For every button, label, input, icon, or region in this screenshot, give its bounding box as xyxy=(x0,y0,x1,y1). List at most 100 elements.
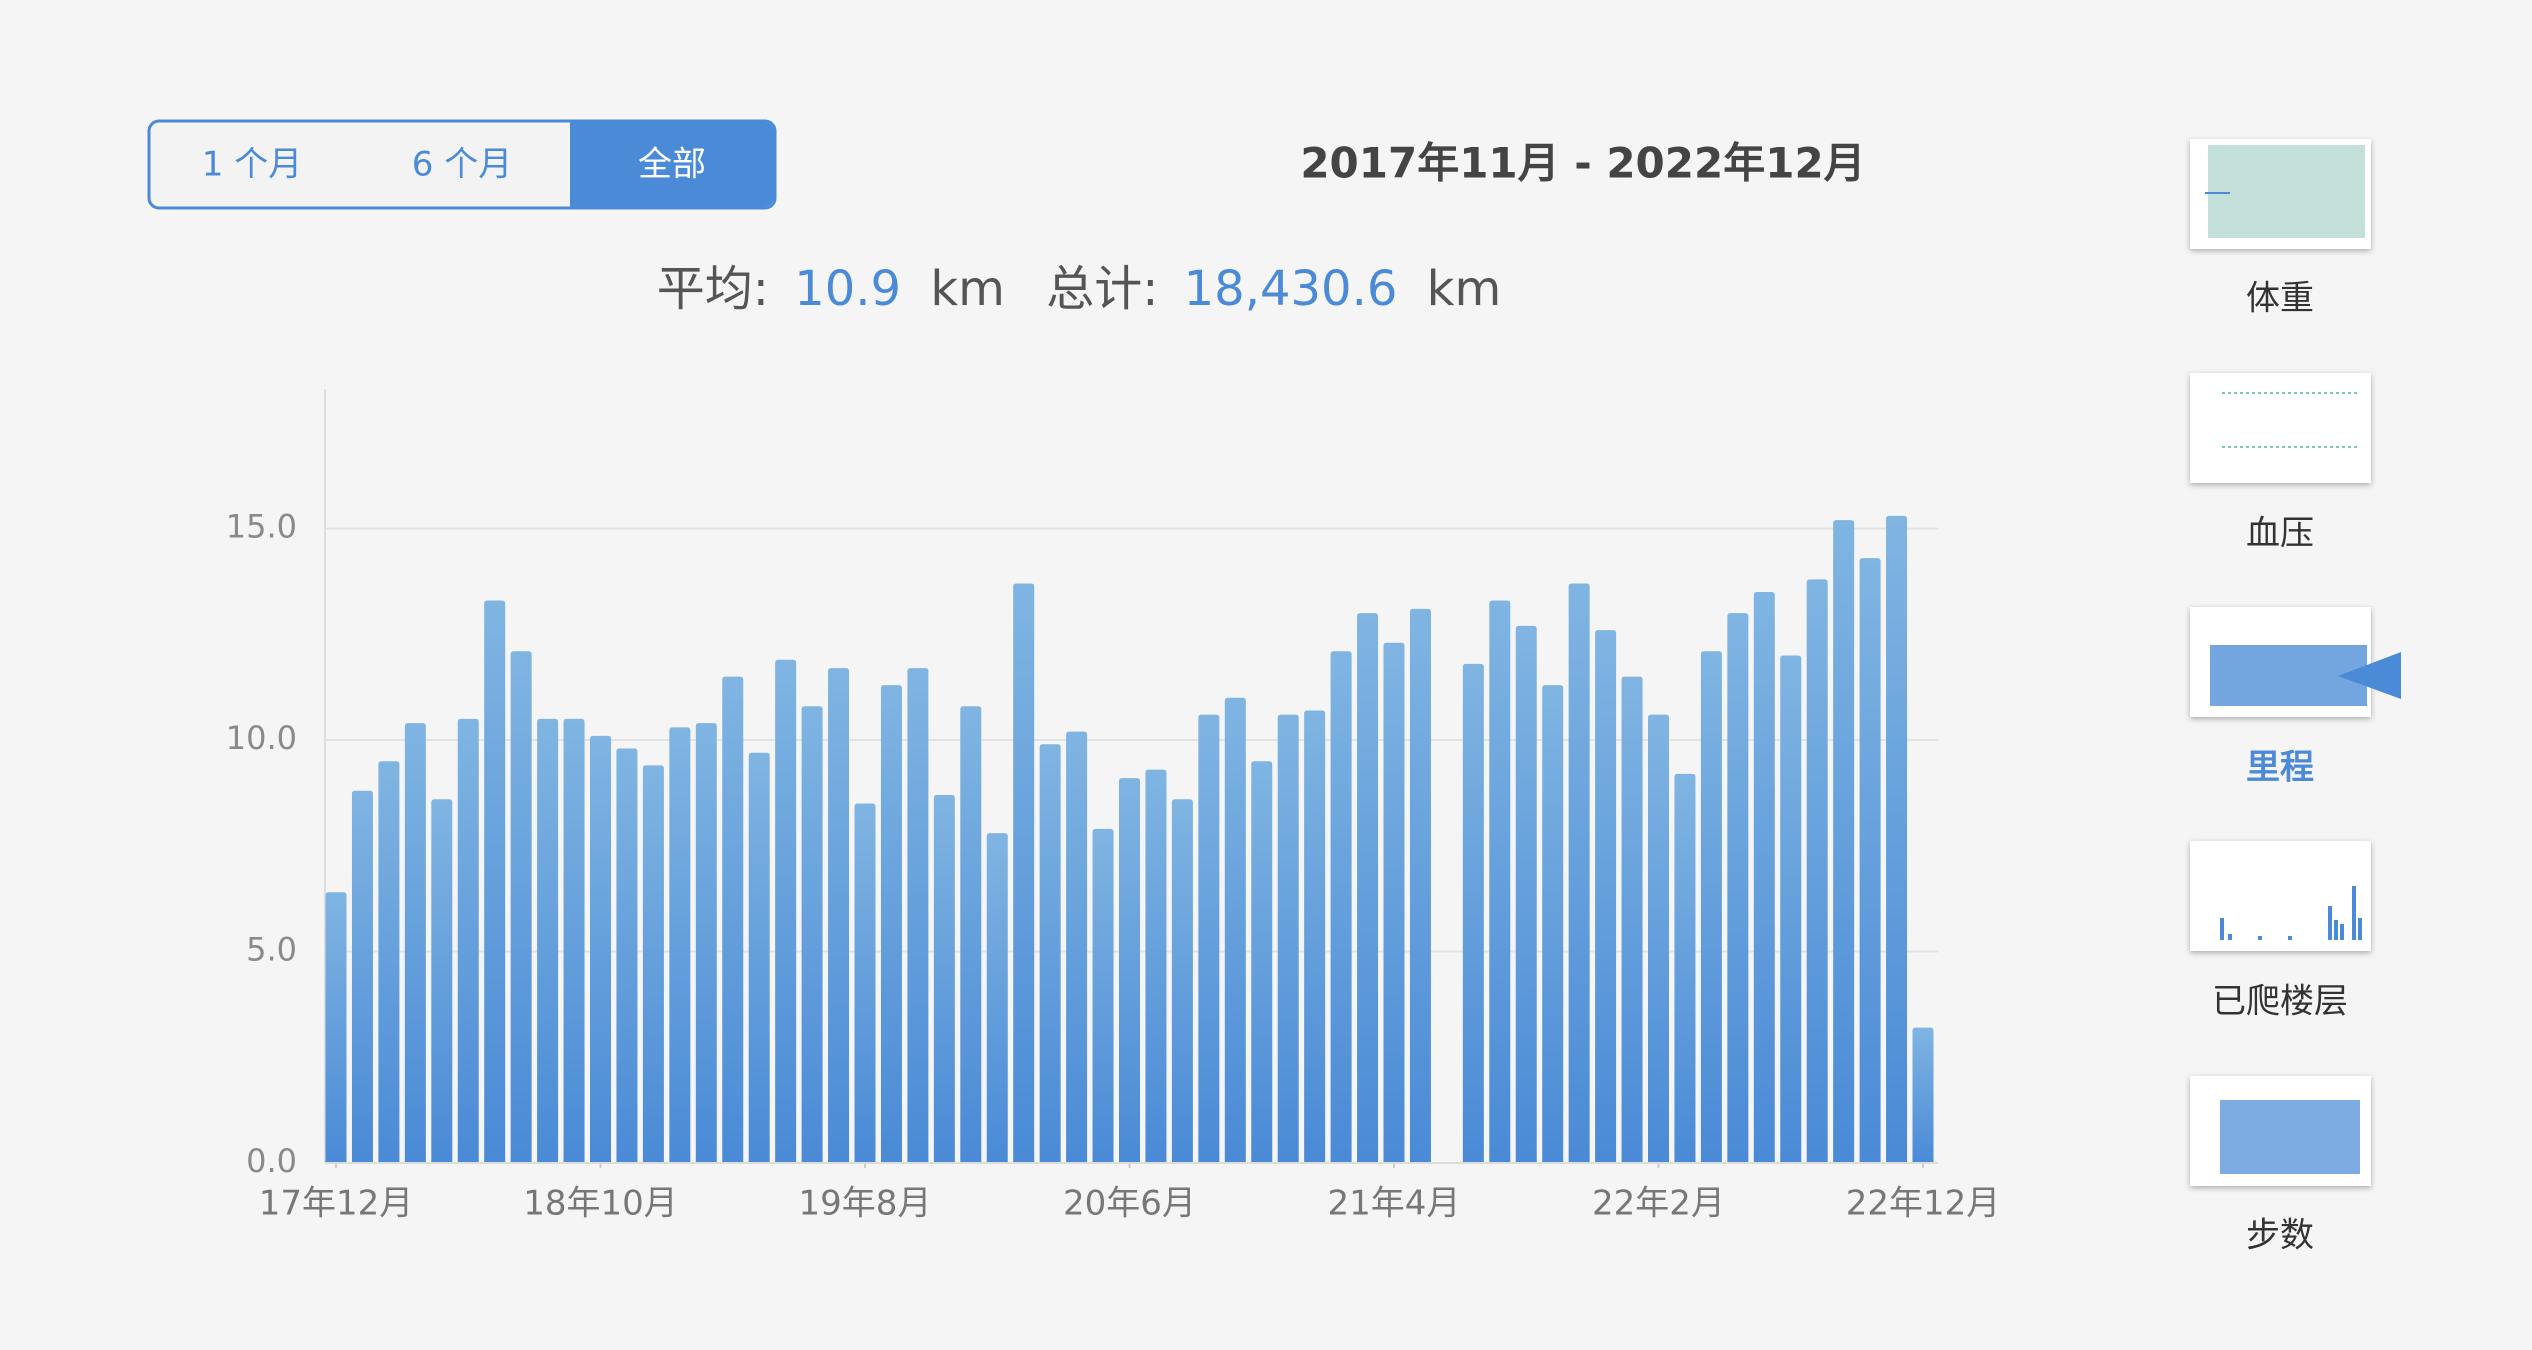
y-tick-label: 10.0 xyxy=(226,719,297,757)
bar xyxy=(1700,651,1722,1163)
bar xyxy=(1833,520,1855,1163)
bar xyxy=(1886,515,1908,1163)
unit: km xyxy=(1427,261,1502,317)
bar xyxy=(1330,651,1352,1163)
bar xyxy=(616,748,638,1163)
bar xyxy=(1145,769,1167,1163)
segment-label[interactable]: 全部 xyxy=(638,145,706,185)
date-range: 2017年11月 - 2022年12月 xyxy=(1300,139,1865,188)
bar xyxy=(1357,613,1379,1163)
bar xyxy=(590,735,611,1163)
bar xyxy=(1462,663,1484,1163)
sidebar: 体重 血压 里程 已爬楼层 步数 xyxy=(2190,139,2401,1256)
bar xyxy=(642,765,664,1163)
bar xyxy=(1568,583,1590,1163)
bar xyxy=(1066,731,1088,1163)
bar xyxy=(1039,744,1061,1163)
segment-button[interactable]: 全部 xyxy=(638,145,706,185)
x-tick-label: 18年10月 xyxy=(523,1184,678,1224)
bar xyxy=(1489,600,1511,1163)
sidebar-item[interactable]: 步数 xyxy=(2190,1076,2371,1256)
bar xyxy=(351,790,373,1163)
total-value: 18,430.6 xyxy=(1184,261,1398,317)
bar xyxy=(1912,1027,1934,1163)
average-value: 10.9 xyxy=(794,261,901,317)
bar xyxy=(1648,714,1669,1163)
bar xyxy=(695,723,717,1163)
bar xyxy=(960,706,982,1163)
bar xyxy=(1753,592,1775,1163)
segment-label[interactable]: 6 个月 xyxy=(412,145,512,185)
sidebar-label-selected[interactable]: 里程 xyxy=(2246,748,2314,788)
bar xyxy=(1621,676,1643,1163)
y-tick-label: 15.0 xyxy=(226,508,297,546)
bar xyxy=(1727,613,1749,1163)
selection-arrow xyxy=(2338,652,2401,699)
bar xyxy=(563,718,585,1163)
thumbnail-bars xyxy=(2220,886,2362,940)
sidebar-item[interactable]: 体重 xyxy=(2190,139,2371,319)
bar xyxy=(1171,799,1193,1163)
segment-button[interactable]: 6 个月 xyxy=(412,145,512,185)
bar xyxy=(775,659,797,1163)
segmented-control: 1 个月 6 个月 全部 xyxy=(147,119,777,210)
bar xyxy=(722,676,744,1163)
thumbnail-bars xyxy=(2220,1100,2360,1174)
sidebar-label[interactable]: 步数 xyxy=(2246,1216,2314,1256)
bar xyxy=(1251,761,1273,1163)
total-label: 总计: xyxy=(1046,261,1158,317)
sidebar-item[interactable]: 里程 xyxy=(2190,607,2371,788)
bar xyxy=(484,600,506,1163)
bar xyxy=(1224,697,1246,1163)
y-tick-label: 5.0 xyxy=(246,931,297,969)
bar xyxy=(1092,828,1114,1163)
x-tick-label: 17年12月 xyxy=(259,1184,414,1224)
bar xyxy=(404,723,426,1163)
bar xyxy=(1119,778,1140,1163)
segment-label[interactable]: 1 个月 xyxy=(202,145,302,185)
sidebar-label[interactable]: 血压 xyxy=(2246,514,2314,554)
thumbnail-plot xyxy=(2208,145,2365,238)
y-tick-label: 0.0 xyxy=(246,1142,297,1180)
x-tick-label: 21年4月 xyxy=(1328,1184,1461,1224)
bar xyxy=(1304,710,1326,1163)
bar xyxy=(537,718,559,1163)
unit: km xyxy=(930,261,1005,317)
bar xyxy=(828,668,850,1163)
segment-button[interactable]: 1 个月 xyxy=(202,145,302,185)
bar xyxy=(1409,608,1431,1163)
bar xyxy=(933,795,955,1163)
bar xyxy=(1780,655,1802,1163)
sidebar-item[interactable]: 血压 xyxy=(2190,373,2371,554)
bar xyxy=(1542,685,1564,1163)
x-tick-label: 19年8月 xyxy=(799,1184,932,1224)
sidebar-item[interactable]: 已爬楼层 xyxy=(2190,841,2371,1022)
bar xyxy=(748,752,770,1163)
chart: 0.0 5.0 10.0 15.0 17年12月 18年10月 19年8月 20年6月 21年4… xyxy=(226,389,2001,1224)
thumbnail[interactable] xyxy=(2190,373,2371,483)
x-tick-label: 20年6月 xyxy=(1063,1184,1196,1224)
sidebar-label[interactable]: 体重 xyxy=(2246,279,2314,319)
bar xyxy=(854,803,876,1163)
bar xyxy=(1277,714,1299,1163)
bar xyxy=(1013,583,1035,1163)
bar xyxy=(1806,579,1828,1163)
bar xyxy=(325,892,347,1163)
bar xyxy=(1198,714,1220,1163)
bar xyxy=(880,685,902,1163)
bar xyxy=(907,668,929,1163)
bar xyxy=(1595,630,1617,1163)
bar xyxy=(378,761,400,1163)
bar xyxy=(669,727,691,1163)
bar xyxy=(986,833,1008,1163)
bar xyxy=(431,799,453,1163)
sidebar-label[interactable]: 已爬楼层 xyxy=(2212,982,2348,1022)
segment-selected-bg xyxy=(570,122,774,207)
average-label: 平均: xyxy=(657,261,769,317)
x-tick-label: 22年2月 xyxy=(1592,1184,1725,1224)
x-tick-label: 22年12月 xyxy=(1846,1184,2001,1224)
stats-line: 平均: 10.9 km 总计: 18,430.6 km xyxy=(657,261,1501,317)
bar xyxy=(801,706,823,1163)
bar xyxy=(1674,773,1696,1163)
